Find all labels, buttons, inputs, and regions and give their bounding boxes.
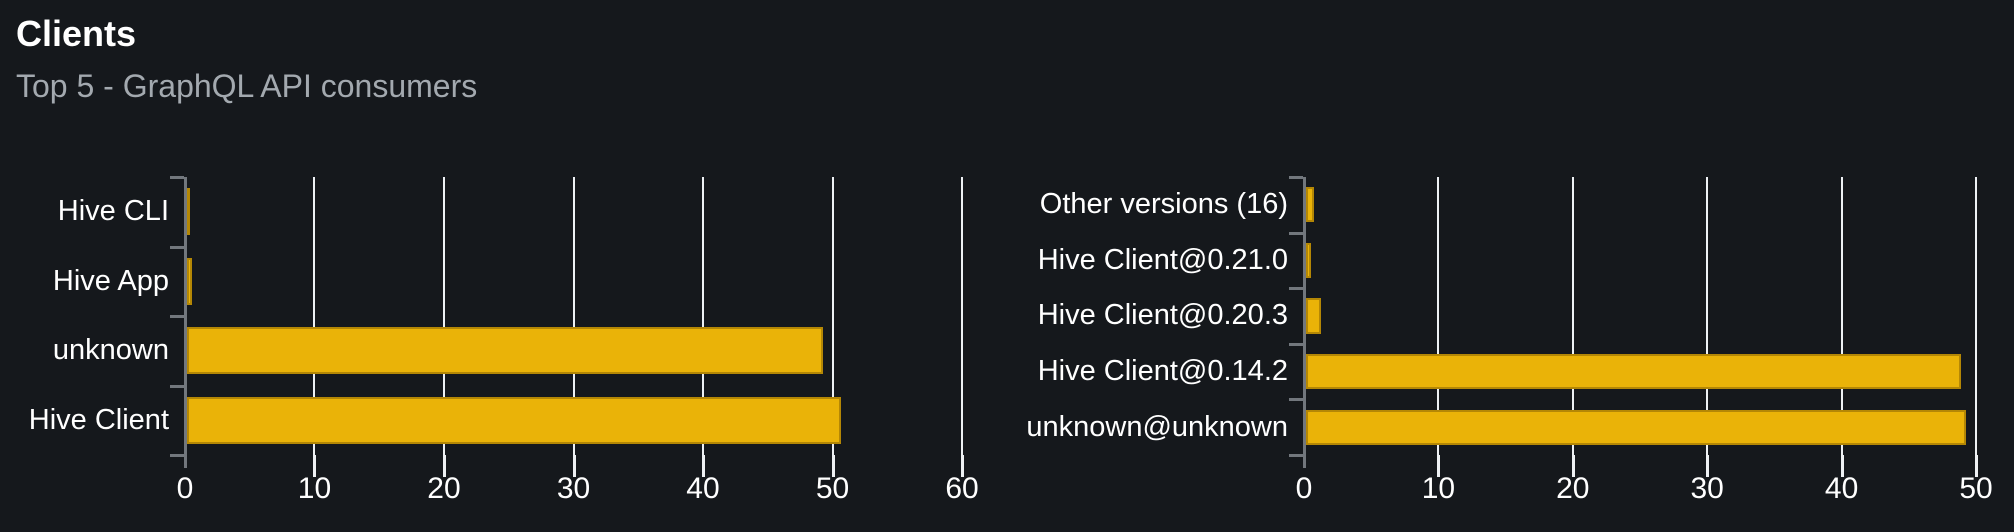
gridline <box>1975 177 1977 455</box>
category-label: Hive Client <box>28 403 169 436</box>
category-label: Hive Client@0.21.0 <box>1037 243 1288 276</box>
x-axis-tick <box>1706 455 1710 477</box>
x-tick-label: 10 <box>297 472 332 505</box>
gridline <box>1571 177 1574 455</box>
category-labels: Hive CLI Hive App unknown Hive Client <box>16 177 185 455</box>
x-tick-label: 20 <box>1556 472 1590 505</box>
y-axis-tick <box>1289 287 1303 291</box>
y-axis-tick <box>1289 454 1303 457</box>
gridline <box>701 177 704 455</box>
x-axis-tick <box>831 455 835 477</box>
page-subtitle: Top 5 - GraphQL API consumers <box>16 68 478 105</box>
x-axis-tick <box>313 455 317 477</box>
gridline <box>1706 177 1709 455</box>
gridline <box>831 177 834 455</box>
bar <box>1306 187 1315 223</box>
x-axis-tick <box>442 455 446 477</box>
y-axis-tick <box>170 245 184 249</box>
x-tick-label: 30 <box>556 472 591 505</box>
x-axis: 0 10 20 30 40 50 60 <box>177 455 979 515</box>
y-axis-tick <box>1289 176 1303 179</box>
x-tick-label: 20 <box>427 472 461 505</box>
axis-spacer <box>16 455 185 515</box>
category-label: Hive App <box>52 264 169 297</box>
y-axis-tick <box>1289 398 1303 402</box>
x-axis-tick <box>184 455 187 468</box>
x-tick-label: 0 <box>1295 472 1313 505</box>
gridline <box>442 177 445 455</box>
x-axis-tick <box>1303 455 1306 468</box>
category-label: unknown <box>52 334 169 367</box>
bar <box>187 327 823 375</box>
axis-spacer <box>1034 455 1304 515</box>
gridline <box>1437 177 1440 455</box>
x-axis-tick <box>1571 455 1575 477</box>
clients-bar-chart: Hive CLI Hive App unknown Hive Client 0 10 20… <box>16 176 979 515</box>
gridline <box>572 177 575 455</box>
x-tick-label: 50 <box>1959 472 1993 505</box>
y-axis-tick <box>1289 342 1303 346</box>
y-axis-tick <box>170 176 184 179</box>
x-tick-label: 0 <box>176 472 194 505</box>
x-axis-tick <box>1975 455 1978 477</box>
category-label: Hive Client@0.14.2 <box>1037 355 1288 388</box>
plot-area <box>1289 176 1977 467</box>
gridline <box>313 177 316 455</box>
x-tick-label: 30 <box>1690 472 1724 505</box>
bar <box>1306 298 1321 334</box>
y-axis-line <box>184 177 187 467</box>
category-label: Hive Client@0.20.3 <box>1037 299 1288 332</box>
x-axis-tick <box>1437 455 1441 477</box>
bar <box>1306 242 1312 278</box>
x-axis-tick <box>961 455 964 477</box>
category-labels: Other versions (16) Hive Client@0.21.0 Hiv… <box>1026 177 1304 455</box>
chart-header: Clients Top 5 - GraphQL API consumers <box>16 12 477 106</box>
x-axis-tick <box>572 455 576 477</box>
x-tick-label: 60 <box>945 472 979 505</box>
bar <box>187 257 193 305</box>
bar <box>1306 354 1961 390</box>
gridline <box>961 177 963 455</box>
plot-area <box>170 176 963 467</box>
x-axis-tick <box>1840 455 1844 477</box>
page-title: Clients <box>16 13 137 54</box>
charts-container: Hive CLI Hive App unknown Hive Client 0 10 20… <box>16 176 1993 515</box>
client-versions-bar-chart: Other versions (16) Hive Client@0.21.0 Hiv… <box>1026 176 1993 515</box>
x-axis: 0 10 20 30 40 50 <box>1296 455 1993 515</box>
y-axis-tick <box>1289 231 1303 235</box>
y-axis-tick <box>170 454 184 457</box>
category-label: Other versions (16) <box>1039 188 1288 221</box>
bar <box>187 188 190 236</box>
y-axis-line <box>1303 177 1306 467</box>
x-tick-label: 10 <box>1421 472 1456 505</box>
x-axis-tick <box>701 455 705 477</box>
y-axis-tick <box>170 315 184 318</box>
x-tick-label: 50 <box>815 472 850 505</box>
x-tick-label: 40 <box>686 472 720 505</box>
category-label: Hive CLI <box>57 195 169 228</box>
y-axis-tick <box>170 384 184 388</box>
x-tick-label: 40 <box>1824 472 1859 505</box>
gridline <box>1840 177 1843 455</box>
bar <box>187 396 841 444</box>
bar <box>1306 409 1966 445</box>
category-label: unknown@unknown <box>1026 410 1288 443</box>
